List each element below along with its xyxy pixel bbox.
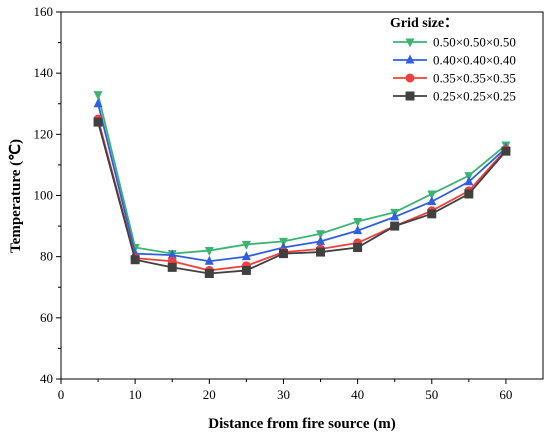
y-tick-label: 120: [34, 126, 54, 141]
series-2: [93, 98, 511, 265]
series-line: [97, 121, 507, 275]
y-tick-label: 100: [34, 188, 54, 203]
legend-item: 0.25×0.25×0.25: [393, 89, 516, 104]
legend-label: 0.25×0.25×0.25: [433, 89, 516, 104]
y-tick-label: 160: [34, 4, 54, 19]
series-layer: [93, 91, 511, 278]
data-point: [93, 98, 103, 108]
series-4: [93, 117, 511, 278]
y-tick-label: 60: [40, 310, 53, 325]
legend-label: 0.50×0.50×0.50: [433, 35, 516, 50]
data-point: [93, 91, 103, 101]
legend-label: 0.40×0.40×0.40: [433, 53, 516, 68]
x-tick-label: 50: [425, 387, 438, 402]
legend: Grid size： 0.50×0.50×0.50 0.40×0.40×0.40 0…: [390, 16, 516, 104]
data-point: [93, 117, 103, 127]
y-axis-ticks: 40 60 80 100 120 140 160: [34, 4, 61, 386]
data-point: [167, 262, 177, 272]
data-point: [464, 176, 474, 186]
legend-item: 0.35×0.35×0.35: [393, 71, 516, 86]
x-tick-label: 10: [129, 387, 142, 402]
series-line: [97, 94, 507, 255]
data-point: [353, 225, 363, 235]
data-point: [204, 247, 214, 257]
data-point: [241, 251, 251, 261]
y-tick-label: 80: [40, 249, 53, 264]
series-line: [97, 118, 507, 272]
data-point: [241, 265, 251, 275]
data-point: [278, 249, 288, 259]
x-tick-label: 40: [351, 387, 364, 402]
y-tick-label: 140: [34, 65, 54, 80]
legend-swatch-marker: [405, 91, 415, 101]
y-tick-label: 40: [40, 371, 53, 386]
legend-swatch-marker: [405, 54, 415, 64]
x-axis-title: Distance from fire source (m): [208, 416, 395, 432]
legend-item: 0.40×0.40×0.40: [393, 53, 516, 68]
data-point: [501, 146, 511, 156]
legend-title: Grid size：: [390, 16, 458, 31]
series-line: [97, 103, 507, 263]
data-point: [241, 240, 251, 250]
data-point: [130, 255, 140, 265]
x-tick-label: 60: [499, 387, 512, 402]
data-point: [353, 217, 363, 227]
data-point: [390, 211, 400, 221]
data-point: [167, 249, 177, 259]
x-tick-label: 30: [277, 387, 290, 402]
x-tick-label: 20: [203, 387, 216, 402]
series-1: [93, 91, 511, 260]
data-point: [464, 189, 474, 199]
data-point: [390, 221, 400, 231]
data-point: [427, 196, 437, 206]
data-point: [353, 242, 363, 252]
data-point: [316, 247, 326, 257]
data-point: [316, 230, 326, 240]
data-point: [427, 209, 437, 219]
data-point: [427, 190, 437, 200]
data-point: [204, 255, 214, 265]
legend-swatch-marker: [405, 73, 415, 83]
x-tick-label: 0: [58, 387, 65, 402]
data-point: [204, 268, 214, 278]
y-axis-title: Temperature (℃): [8, 139, 24, 253]
legend-item: 0.50×0.50×0.50: [393, 35, 516, 50]
legend-label: 0.35×0.35×0.35: [433, 71, 516, 86]
x-axis-ticks: 0 10 20 30 40 50 60: [58, 379, 512, 402]
legend-swatch-marker: [405, 38, 415, 48]
data-point: [316, 235, 326, 245]
